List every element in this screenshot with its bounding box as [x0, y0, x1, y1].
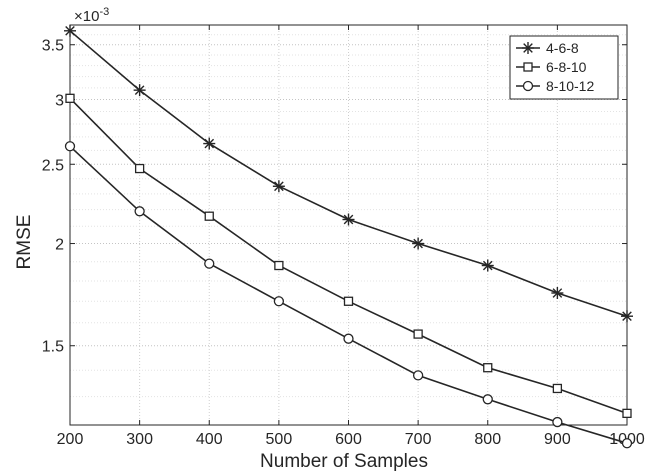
data-point [412, 370, 424, 381]
legend-marker [523, 62, 533, 72]
series-8-10-12 [64, 141, 633, 449]
y-tick-label: 2.5 [42, 157, 64, 174]
data-point [622, 408, 632, 419]
data-point [552, 416, 563, 428]
data-point [204, 211, 214, 221]
legend-label: 4-6-8 [546, 40, 579, 56]
data-point [551, 287, 564, 300]
data-point [482, 394, 493, 405]
legend-marker [522, 42, 534, 54]
y-axis-exponent-value: -3 [99, 6, 109, 18]
legend-item: 4-6-8 [516, 40, 579, 56]
x-tick-label: 600 [335, 431, 362, 448]
legend-label: 8-10-12 [546, 78, 594, 94]
x-tick-label: 900 [544, 431, 571, 448]
series-4-6-8 [64, 24, 633, 323]
y-tick-label: 2 [55, 237, 64, 254]
x-tick-label: 200 [57, 431, 84, 448]
data-point [621, 310, 633, 323]
axis-ticks: 20030040050060070080090010001.522.533.5 [42, 25, 645, 448]
x-tick-label: 400 [196, 431, 223, 448]
legend-marker [522, 80, 534, 92]
x-tick-label: 500 [266, 431, 293, 448]
data-point [343, 333, 354, 344]
data-point [552, 383, 563, 394]
series-group [64, 24, 633, 449]
x-tick-label: 700 [405, 431, 432, 448]
data-point [342, 213, 355, 226]
data-point [621, 438, 633, 449]
data-point [204, 258, 215, 269]
data-point [274, 260, 284, 271]
legend-item: 8-10-12 [516, 78, 594, 94]
x-tick-label: 300 [126, 431, 153, 448]
y-tick-label: 3 [55, 93, 64, 110]
data-point [64, 24, 76, 37]
y-axis-label: RMSE [14, 215, 35, 270]
data-point [481, 259, 494, 272]
data-point [134, 163, 145, 174]
y-tick-label: 1.5 [42, 339, 64, 356]
x-tick-label: 800 [474, 431, 501, 448]
data-point [65, 93, 75, 103]
legend-item: 6-8-10 [516, 59, 587, 75]
series-6-8-10 [65, 93, 632, 419]
legend: 4-6-8 6-8-10 8-10-12 [509, 35, 619, 100]
data-point [133, 84, 146, 97]
data-point [412, 237, 425, 250]
y-axis-exponent: ×10-3 [74, 6, 109, 25]
data-point [64, 141, 76, 152]
data-point [203, 137, 216, 150]
data-point [483, 363, 493, 373]
data-point [134, 206, 145, 217]
y-axis-multiplier: ×10 [74, 8, 99, 25]
legend-label: 6-8-10 [546, 59, 587, 75]
y-tick-label: 3.5 [42, 38, 64, 55]
data-point [272, 180, 285, 193]
x-axis-label: Number of Samples [260, 451, 428, 472]
data-point [343, 296, 354, 306]
data-point [273, 296, 285, 307]
data-point [413, 329, 423, 339]
